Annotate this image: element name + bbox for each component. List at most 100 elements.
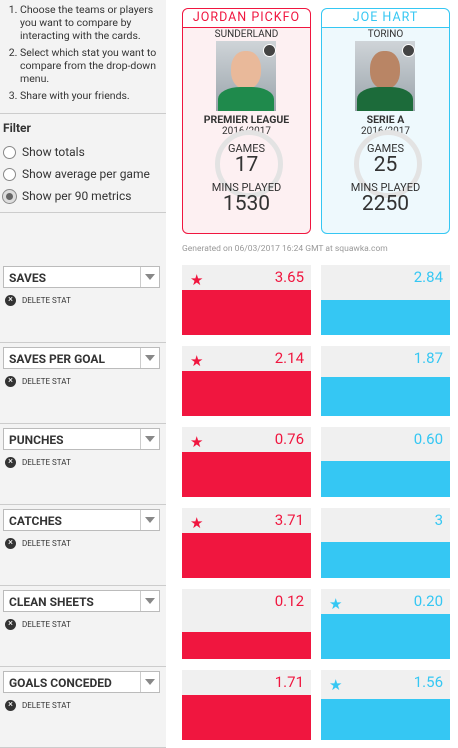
stat-dropdown[interactable]: CLEAN SHEETS <box>3 590 160 612</box>
instruction: Share with your friends. <box>20 89 170 102</box>
winner-star: ★ <box>190 271 204 289</box>
row-separator <box>0 504 166 505</box>
delete-stat[interactable]: × DELETE STAT <box>5 538 71 549</box>
stat-value: 1.56 <box>413 673 443 691</box>
dropdown-arrow[interactable] <box>140 267 159 287</box>
stat-dropdown[interactable]: PUNCHES <box>3 428 160 450</box>
player-photo <box>216 41 276 111</box>
instruction: Choose the teams or players you want to … <box>20 3 170 42</box>
games-label: GAMES <box>366 142 405 155</box>
team: TORINO <box>367 29 404 40</box>
delete-stat[interactable]: × DELETE STAT <box>5 376 71 387</box>
dropdown-arrow[interactable] <box>140 510 159 530</box>
filter-option[interactable]: Show totals <box>3 145 85 159</box>
stat-bar <box>182 632 311 659</box>
stat-bar <box>321 376 450 416</box>
league: PREMIER LEAGUE <box>203 113 290 126</box>
stat-value: 3.71 <box>274 511 304 529</box>
stat-value: 1.71 <box>274 673 304 691</box>
stat-value: 3 <box>434 511 443 529</box>
winner-star: ★ <box>190 514 204 532</box>
ring-decoration <box>354 130 422 198</box>
badge <box>402 44 415 57</box>
stat-dropdown[interactable]: SAVES <box>3 266 160 288</box>
delete-label: DELETE STAT <box>22 701 71 710</box>
stat-value: 0.20 <box>413 592 443 610</box>
stat-bar <box>182 371 311 416</box>
delete-icon[interactable]: × <box>5 457 16 468</box>
stat-panel: 3.71 ★ <box>182 508 311 578</box>
stat-value: 2.84 <box>413 268 443 286</box>
ring-decoration <box>215 130 283 198</box>
mins-label: MINS PLAYED <box>350 181 421 194</box>
stat-bar <box>182 533 311 578</box>
filter-option[interactable]: Show per 90 metrics <box>2 188 132 204</box>
filter-option[interactable]: Show average per game <box>3 167 150 181</box>
stat-value: 0.60 <box>413 430 443 448</box>
player-card[interactable]: JORDAN PICKFO SUNDERLAND PREMIER LEAGUE 201… <box>182 8 311 234</box>
stat-value: 3.65 <box>274 268 304 286</box>
instruction: Select which stat you want to compare fr… <box>20 46 170 85</box>
stat-name: SAVES PER GOAL <box>9 352 105 366</box>
delete-icon[interactable]: × <box>5 619 16 630</box>
delete-label: DELETE STAT <box>22 296 71 305</box>
player-photo <box>355 41 415 111</box>
stat-name: GOALS CONCEDED <box>9 676 112 690</box>
row-separator <box>0 666 166 667</box>
delete-stat[interactable]: × DELETE STAT <box>5 619 71 630</box>
delete-icon[interactable]: × <box>5 295 16 306</box>
player-card[interactable]: JOE HART TORINO SERIE A 2016/2017 GAMES 25 MIN… <box>321 8 450 234</box>
stat-bar <box>321 614 450 659</box>
dropdown-arrow[interactable] <box>140 591 159 611</box>
stat-bar <box>182 695 311 740</box>
radio[interactable] <box>3 145 16 159</box>
mins: 2250 <box>361 192 410 216</box>
generated-note: Generated on 06/03/2017 16:24 GMT at squ… <box>182 244 388 254</box>
delete-stat[interactable]: × DELETE STAT <box>5 295 71 306</box>
option-label: Show per 90 metrics <box>22 189 132 203</box>
dropdown-arrow[interactable] <box>140 348 159 368</box>
radio[interactable] <box>2 188 17 204</box>
option-label: Show average per game <box>22 167 150 181</box>
filter-title: Filter <box>3 121 31 135</box>
radio[interactable] <box>3 167 16 181</box>
games-label: GAMES <box>227 142 266 155</box>
stat-dropdown[interactable]: CATCHES <box>3 509 160 531</box>
stat-value: 2.14 <box>274 349 304 367</box>
stat-panel: 2.14 ★ <box>182 346 311 416</box>
separator <box>0 212 166 213</box>
shirt <box>218 87 274 111</box>
dropdown-arrow[interactable] <box>140 429 159 449</box>
stat-bar <box>321 300 450 335</box>
team: SUNDERLAND <box>214 29 279 40</box>
stat-dropdown[interactable]: GOALS CONCEDED <box>3 671 160 693</box>
delete-label: DELETE STAT <box>22 377 71 386</box>
head <box>370 51 400 89</box>
stat-bar <box>182 452 311 497</box>
stat-panel: 3 <box>321 508 450 578</box>
stat-panel: 3.65 ★ <box>182 265 311 335</box>
delete-icon[interactable]: × <box>5 538 16 549</box>
delete-stat[interactable]: × DELETE STAT <box>5 700 71 711</box>
stat-name: CLEAN SHEETS <box>9 595 94 609</box>
delete-label: DELETE STAT <box>22 458 71 467</box>
player-name: JOE HART <box>322 9 449 28</box>
stat-bar <box>321 461 450 497</box>
badge <box>263 44 276 57</box>
stat-dropdown[interactable]: SAVES PER GOAL <box>3 347 160 369</box>
stat-panel: 0.76 ★ <box>182 427 311 497</box>
winner-star: ★ <box>329 676 343 694</box>
delete-stat[interactable]: × DELETE STAT <box>5 457 71 468</box>
delete-icon[interactable]: × <box>5 376 16 387</box>
stat-value: 0.76 <box>274 430 304 448</box>
delete-icon[interactable]: × <box>5 700 16 711</box>
stat-bar <box>321 698 450 740</box>
stat-panel: 1.56 ★ <box>321 670 450 740</box>
stat-panel: 0.60 <box>321 427 450 497</box>
stat-value: 1.87 <box>413 349 443 367</box>
shirt <box>357 87 413 111</box>
dropdown-arrow[interactable] <box>140 672 159 692</box>
row-separator <box>0 585 166 586</box>
stat-bar <box>321 541 450 578</box>
